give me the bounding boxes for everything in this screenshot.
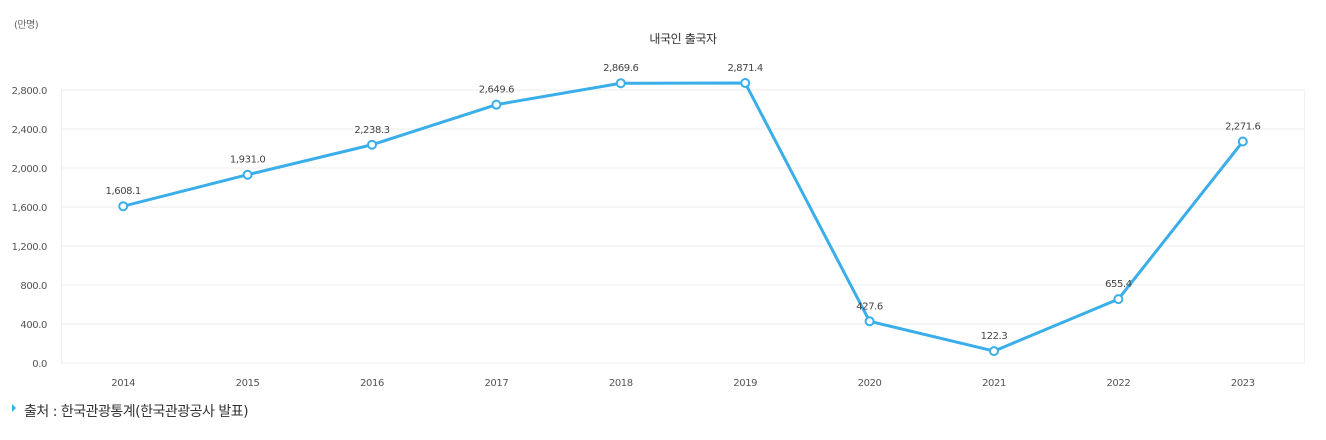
x-tick-label: 2023 (1231, 378, 1255, 389)
data-label: 1,608.1 (106, 186, 141, 197)
data-point (118, 201, 129, 212)
data-label: 122.3 (981, 331, 1008, 342)
y-tick-label: 400.0 (20, 320, 47, 331)
y-tick-label: 800.0 (20, 281, 47, 292)
y-tick-label: 2,800.0 (12, 86, 47, 97)
y-tick-label: 2,400.0 (12, 125, 47, 136)
chart-title: 내국인 출국자 (649, 32, 717, 46)
data-label: 2,869.6 (603, 63, 638, 74)
source-text: 출처 : 한국관광통계(한국관광공사 발표) (24, 404, 249, 420)
bullet-icon (12, 404, 16, 412)
x-tick-label: 2019 (733, 378, 757, 389)
x-tick-label: 2014 (111, 378, 135, 389)
x-tick-label: 2020 (858, 378, 882, 389)
data-point (740, 78, 751, 89)
y-tick-label: 0.0 (32, 359, 47, 370)
data-point (1113, 294, 1124, 305)
data-label: 655.4 (1105, 279, 1132, 290)
source-note: 출처 : 한국관광통계(한국관광공사 발표) (12, 401, 249, 421)
y-tick-label: 1,200.0 (12, 242, 47, 253)
data-label: 2,271.6 (1225, 122, 1260, 133)
data-point (491, 99, 502, 110)
x-tick-label: 2022 (1106, 378, 1130, 389)
data-label: 2,871.4 (728, 63, 763, 74)
data-label: 2,649.6 (479, 85, 514, 96)
data-point (864, 316, 875, 327)
x-tick-label: 2017 (484, 378, 508, 389)
data-point (1237, 136, 1248, 147)
x-tick-label: 2018 (609, 378, 633, 389)
data-label: 2,238.3 (354, 125, 389, 136)
x-tick-label: 2015 (236, 378, 260, 389)
y-tick-label: 1,600.0 (12, 203, 47, 214)
y-tick-label: 2,000.0 (12, 164, 47, 175)
data-point (989, 346, 999, 357)
data-label: 1,931.0 (230, 155, 265, 166)
data-point (615, 78, 626, 89)
data-point (242, 169, 253, 180)
x-tick-label: 2021 (982, 378, 1006, 389)
series-line (122, 81, 1244, 353)
unit-label: (만명) (14, 20, 39, 31)
data-label: 427.6 (856, 301, 883, 312)
line-chart: 내국인 출국자 0.0 400.0 800.0 1,200.0 1,600.0 2,000.… (12, 32, 1305, 389)
x-tick-label: 2016 (360, 378, 384, 389)
data-point (367, 139, 377, 150)
